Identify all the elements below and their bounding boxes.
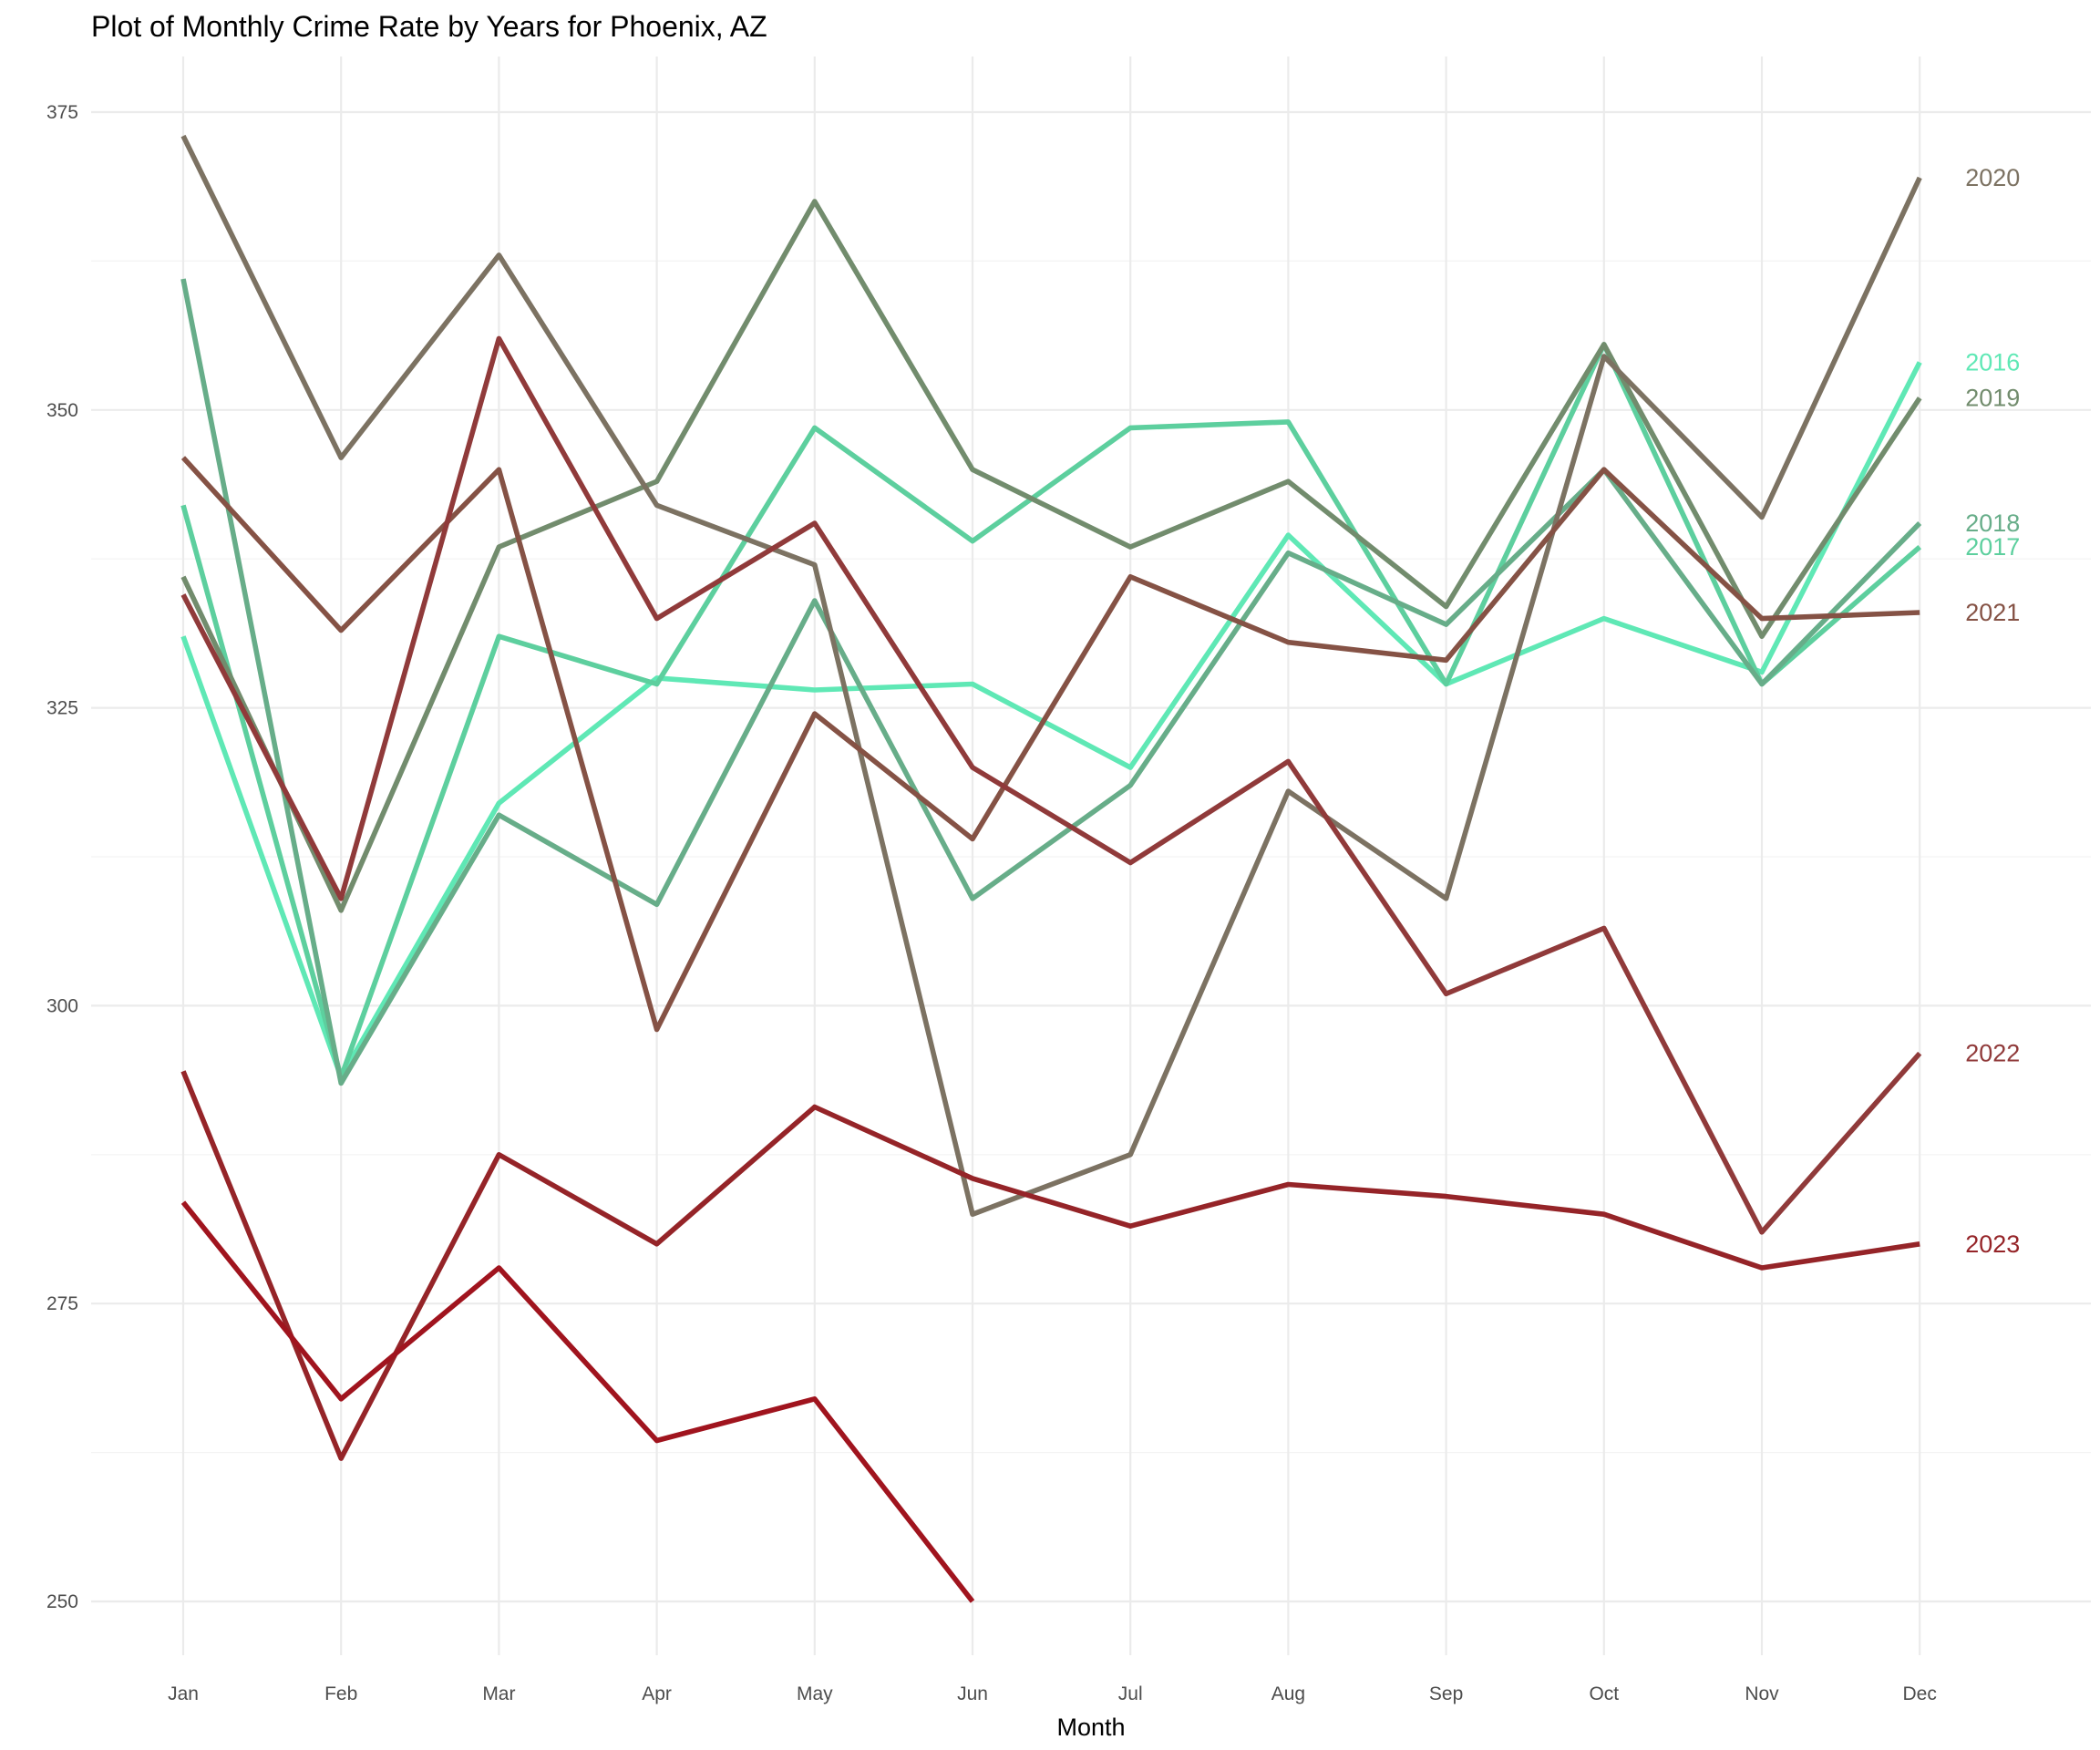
y-tick-label: 375 <box>46 102 78 123</box>
series-line-unlabeled <box>180 1200 975 1603</box>
y-tick-label: 250 <box>46 1591 78 1612</box>
x-axis-tick-labels: Jan Feb Mar Apr May Jun Jul Aug Sep Oct Nov Dec <box>168 1683 1937 1704</box>
x-tick-label: Jun <box>957 1683 988 1704</box>
series-line-2020 <box>180 134 1922 1217</box>
x-tick-label: Aug <box>1271 1683 1305 1704</box>
x-tick-label: Apr <box>642 1683 672 1704</box>
y-tick-label: 350 <box>46 400 78 421</box>
chart-title: Plot of Monthly Crime Rate by Years for … <box>91 10 767 43</box>
x-tick-label: Jul <box>1118 1683 1143 1704</box>
series-lines <box>180 134 1922 1603</box>
x-tick-label: Mar <box>482 1683 515 1704</box>
x-axis-title: Month <box>1056 1714 1125 1741</box>
y-tick-label: 300 <box>46 995 78 1016</box>
series-line-2018 <box>180 278 1922 1086</box>
y-tick-label: 275 <box>46 1293 78 1314</box>
x-tick-label: Nov <box>1745 1683 1779 1704</box>
x-tick-label: Sep <box>1429 1683 1463 1704</box>
y-tick-label: 325 <box>46 698 78 719</box>
series-line-2019 <box>180 199 1922 913</box>
series-label-2021: 2021 <box>1965 599 2020 626</box>
series-label-2023: 2023 <box>1965 1230 2020 1258</box>
series-line-2022 <box>180 335 1922 1235</box>
y-axis-tick-labels: 250 275 300 325 350 375 <box>46 102 78 1612</box>
grid-lines <box>91 57 2091 1655</box>
series-label-2022: 2022 <box>1965 1040 2020 1067</box>
series-line-2023 <box>180 1070 1920 1461</box>
series-label-2019: 2019 <box>1965 385 2020 412</box>
series-label-2017: 2017 <box>1965 533 2020 561</box>
series-line-2017 <box>180 342 1922 1080</box>
x-tick-label: Jan <box>168 1683 199 1704</box>
series-label-2018: 2018 <box>1965 510 2020 537</box>
x-tick-label: May <box>797 1683 833 1704</box>
series-line-2016 <box>180 361 1922 1080</box>
series-line-2021 <box>180 456 1920 1033</box>
series-label-2016: 2016 <box>1965 349 2020 376</box>
x-tick-label: Dec <box>1903 1683 1937 1704</box>
series-label-2020: 2020 <box>1965 164 2020 191</box>
x-tick-label: Feb <box>324 1683 357 1704</box>
x-tick-label: Oct <box>1589 1683 1619 1704</box>
